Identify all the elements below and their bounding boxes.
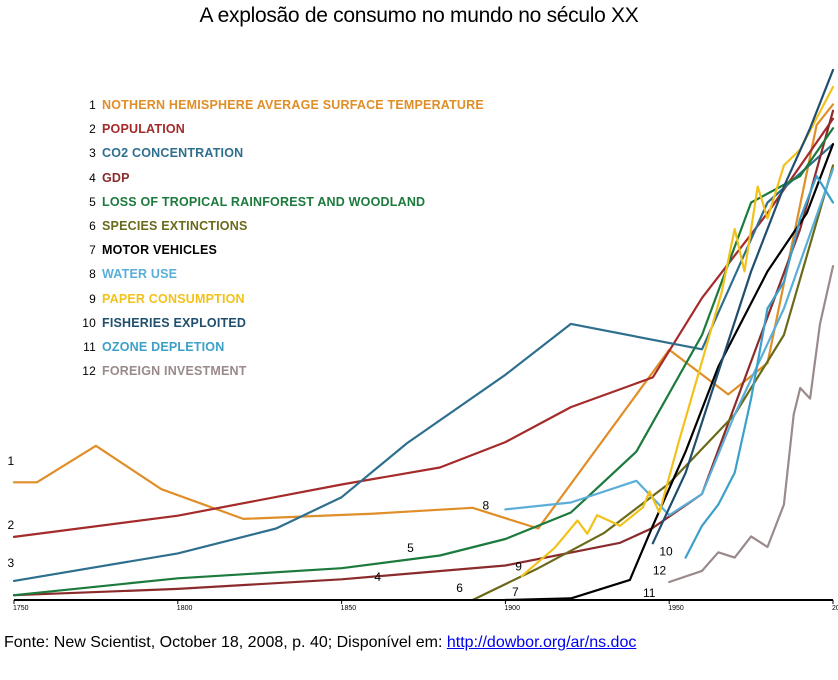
legend-number: 10 — [82, 315, 96, 330]
x-axis-ticks: 1750 1800 1850 1900 1950 2000 — [13, 600, 838, 612]
series-number-label-10: 10 — [659, 544, 673, 558]
legend-label: FOREIGN INVESTMENT — [102, 364, 247, 379]
legend-number: 6 — [89, 219, 96, 234]
x-tick-label-1800: 1800 — [177, 605, 193, 612]
legend-label: PAPER CONSUMPTION — [102, 291, 245, 306]
legend-item-11: 11 OZONE DEPLETION — [70, 335, 484, 359]
legend-number: 4 — [89, 170, 96, 185]
legend-label: FISHERIES EXPLOITED — [102, 315, 247, 330]
series-line-3 — [12, 143, 835, 583]
legend-item-10: 10 FISHERIES EXPLOITED — [70, 311, 484, 335]
series-number-label-12: 12 — [653, 564, 667, 578]
series-line-5 — [12, 127, 835, 597]
x-tick-label-1850: 1850 — [341, 605, 357, 612]
legend-number: 2 — [89, 122, 96, 137]
legend-item-12: 12 FOREIGN INVESTMENT — [70, 359, 484, 383]
legend-item-3: 3 CO2 CONCENTRATION — [70, 141, 484, 165]
legend-label: CO2 CONCENTRATION — [102, 146, 244, 161]
series-line-7 — [504, 143, 835, 602]
legend-label: OZONE DEPLETION — [102, 339, 225, 354]
legend-number: 8 — [89, 267, 96, 282]
legend-number: 9 — [89, 291, 96, 306]
series-line-2 — [12, 117, 835, 539]
series-number-label-4: 4 — [374, 570, 381, 584]
series-number-label-7: 7 — [512, 585, 519, 599]
series-line-11 — [684, 174, 835, 559]
series-line-12 — [668, 265, 835, 584]
chart-legend: 1 NOTHERN HEMISPHERE AVERAGE SURFACE TEMP… — [70, 93, 484, 383]
legend-number: 5 — [89, 194, 96, 209]
series-line-10 — [651, 68, 835, 545]
legend-label: LOSS OF TROPICAL RAINFOREST AND WOODLAND — [102, 194, 426, 209]
source-link[interactable]: http://dowbor.org/ar/ns.doc — [446, 634, 637, 651]
x-tick-label-1900: 1900 — [504, 605, 520, 612]
legend-item-7: 7 MOTOR VEHICLES — [70, 238, 484, 262]
legend-label: GDP — [102, 170, 130, 185]
series-number-label-6: 6 — [456, 581, 463, 595]
legend-item-8: 8 WATER USE — [70, 262, 484, 286]
legend-item-6: 6 SPECIES EXTINCTIONS — [70, 214, 484, 238]
series-number-label-1: 1 — [7, 454, 14, 468]
legend-item-2: 2 POPULATION — [70, 117, 484, 141]
legend-item-4: 4 GDP — [70, 166, 484, 190]
series-line-9 — [520, 85, 835, 578]
series-number-label-11: 11 — [643, 586, 656, 600]
series-number-label-8: 8 — [482, 498, 489, 512]
legend-item-9: 9 PAPER CONSUMPTION — [70, 287, 484, 311]
x-tick-label-1950: 1950 — [668, 605, 684, 612]
legend-item-5: 5 LOSS OF TROPICAL RAINFOREST AND WOODLAN… — [70, 190, 484, 214]
legend-number: 3 — [89, 146, 96, 161]
series-number-label-3: 3 — [7, 556, 14, 570]
legend-label: MOTOR VEHICLES — [102, 243, 218, 258]
series-lines-layer — [12, 68, 835, 602]
series-number-label-5: 5 — [407, 541, 414, 555]
series-number-label-2: 2 — [7, 518, 14, 532]
source-text: Fonte: New Scientist, October 18, 2008, … — [4, 634, 447, 651]
legend-number: 11 — [83, 339, 96, 354]
legend-number: 7 — [89, 243, 96, 258]
legend-label: POPULATION — [102, 122, 186, 137]
x-tick-label-2000: 2000 — [832, 605, 838, 612]
legend-label: WATER USE — [102, 267, 178, 282]
legend-number: 1 — [89, 98, 96, 113]
series-line-8 — [504, 168, 835, 517]
chart-title: A explosão de consumo no mundo no século… — [199, 4, 639, 27]
series-line-6 — [471, 164, 835, 602]
legend-number: 12 — [82, 364, 96, 379]
legend-label: NOTHERN HEMISPHERE AVERAGE SURFACE TEMPE… — [102, 98, 484, 113]
source-note: Fonte: New Scientist, October 18, 2008, … — [4, 634, 636, 652]
legend-label: SPECIES EXTINCTIONS — [102, 219, 248, 234]
legend-item-1: 1 NOTHERN HEMISPHERE AVERAGE SURFACE TEMP… — [70, 93, 484, 117]
x-tick-label-1750: 1750 — [13, 605, 29, 612]
series-number-label-9: 9 — [515, 559, 522, 573]
